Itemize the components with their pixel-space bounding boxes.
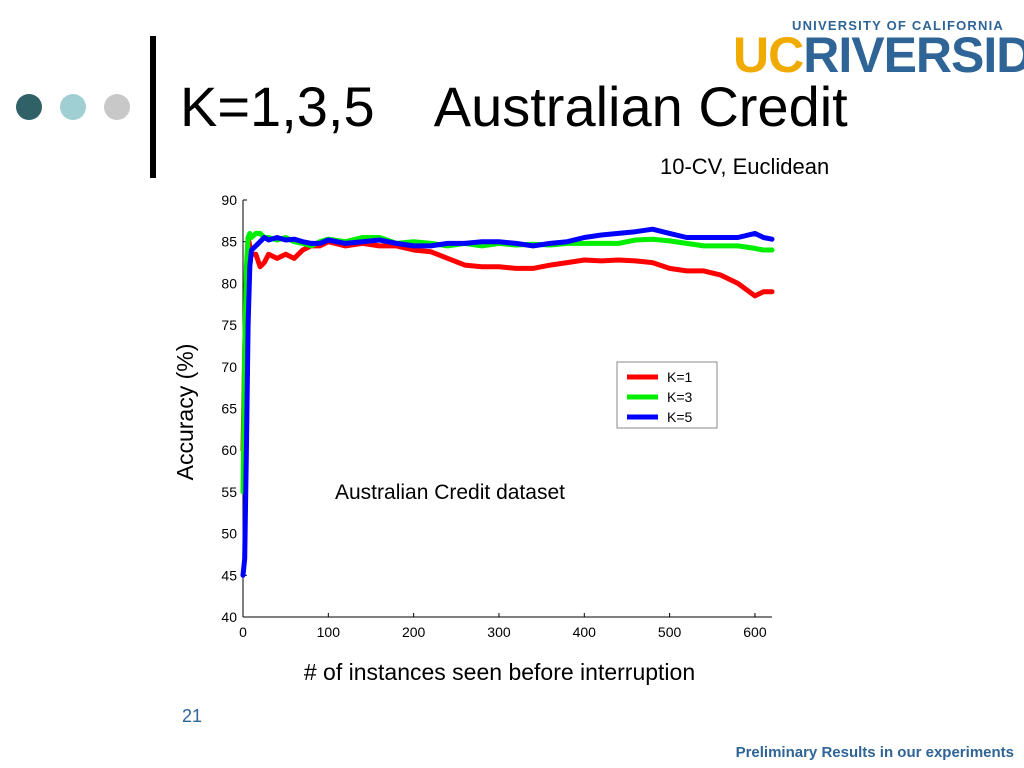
- y-tick-label: 75: [221, 317, 237, 333]
- chart-legend: K=1 K=3 K=5: [616, 361, 718, 429]
- bullet-dots: [16, 94, 130, 120]
- legend-label: K=5: [667, 409, 693, 425]
- legend-label: K=3: [667, 389, 693, 405]
- chart-subtitle: 10-CV, Euclidean: [660, 154, 830, 179]
- series-line-k1: [240, 235, 775, 453]
- ucr-logo: UNIVERSITY OF CALIFORNIA UCRIVERSIDE: [733, 18, 1024, 80]
- x-tick-label: 200: [402, 624, 426, 640]
- slide-title: K=1,3,5 Australian Credit: [180, 75, 848, 138]
- x-tick-label: 300: [487, 624, 511, 640]
- y-tick-label: 55: [221, 484, 237, 500]
- y-tick-label: 85: [221, 234, 237, 250]
- y-tick-label: 65: [221, 401, 237, 417]
- logo-riverside: RIVERSIDE: [803, 27, 1024, 83]
- x-tick-label: 400: [573, 624, 597, 640]
- logo-wordmark: UCRIVERSIDE: [733, 30, 1024, 80]
- bullet-dot-teal: [60, 94, 86, 120]
- x-tick-label: 500: [658, 624, 682, 640]
- x-tick-label: 0: [239, 624, 247, 640]
- y-tick-label: 80: [221, 275, 237, 291]
- bullet-dot-gray: [104, 94, 130, 120]
- y-tick-label: 45: [221, 567, 237, 583]
- y-tick-label: 70: [221, 359, 237, 375]
- x-axis-label: # of instances seen before interruption: [304, 659, 695, 685]
- x-tick-label: 100: [317, 624, 341, 640]
- legend-label: K=1: [667, 369, 693, 385]
- footer-text: Preliminary Results in our experiments: [735, 744, 1014, 761]
- page-number: 21: [182, 706, 203, 726]
- bullet-dot-dark: [16, 94, 42, 120]
- y-tick-label: 90: [221, 192, 237, 208]
- logo-uc: UC: [733, 27, 804, 83]
- chart-annotation: Australian Credit dataset: [335, 481, 565, 504]
- y-axis-label: Accuracy (%): [172, 344, 198, 481]
- series-line-k5: [240, 226, 775, 578]
- y-tick-label: 40: [221, 609, 237, 625]
- y-tick-label: 60: [221, 442, 237, 458]
- logo-university-text: UNIVERSITY OF CALIFORNIA: [791, 18, 1004, 33]
- series-line-k3: [240, 230, 775, 495]
- title-divider: [150, 36, 156, 178]
- y-tick-label: 50: [221, 526, 237, 542]
- x-tick-label: 600: [743, 624, 767, 640]
